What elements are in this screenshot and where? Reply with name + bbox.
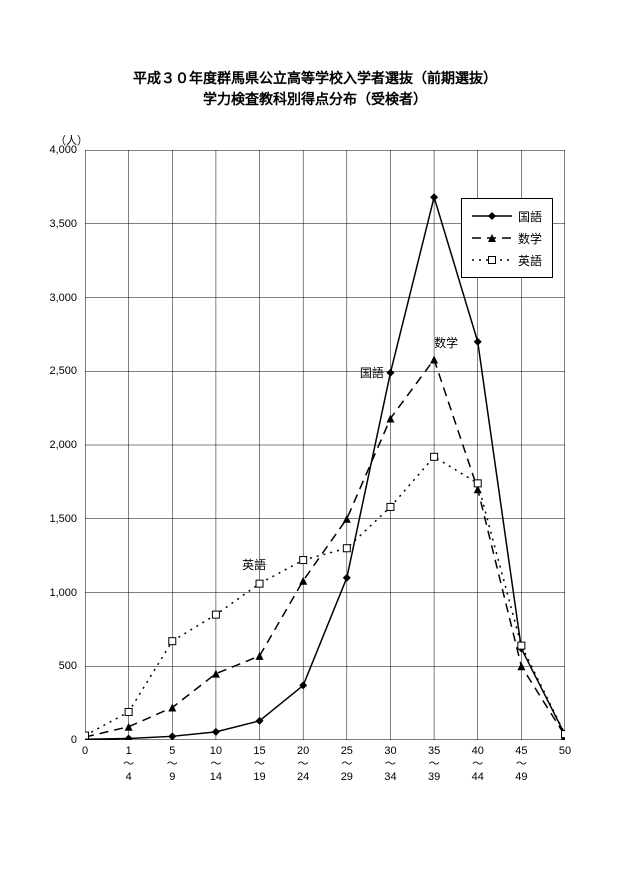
legend: 国語数学英語 (461, 198, 553, 278)
x-tick-label: 0 (70, 745, 100, 758)
chart-area: 国語数学英語 国語数学英語 05001,0001,5002,0002,5003,… (85, 150, 565, 740)
x-tick-label: 10 ～ 14 (201, 745, 231, 785)
series-inline-label: 英語 (242, 556, 266, 573)
legend-label: 数学 (518, 230, 542, 247)
legend-item: 英語 (472, 249, 542, 271)
legend-item: 国語 (472, 205, 542, 227)
legend-label: 国語 (518, 208, 542, 225)
x-tick-label: 20 ～ 24 (288, 745, 318, 785)
title-line-2: 学力検査教科別得点分布（受検者） (203, 91, 427, 107)
y-tick-label: 1,500 (37, 513, 77, 525)
legend-item: 数学 (472, 227, 542, 249)
x-tick-label: 15 ～ 19 (245, 745, 275, 785)
title-line-1: 平成３０年度群馬県公立高等学校入学者選抜（前期選抜） (133, 70, 497, 86)
y-tick-label: 500 (37, 660, 77, 672)
legend-label: 英語 (518, 252, 542, 269)
page: 平成３０年度群馬県公立高等学校入学者選抜（前期選抜） 学力検査教科別得点分布（受… (0, 0, 630, 892)
x-tick-label: 1 ～ 4 (114, 745, 144, 785)
x-tick-label: 50 (550, 745, 580, 758)
y-tick-label: 1,000 (37, 587, 77, 599)
series-inline-label: 数学 (434, 334, 458, 351)
x-tick-label: 40 ～ 44 (463, 745, 493, 785)
chart-title: 平成３０年度群馬県公立高等学校入学者選抜（前期選抜） 学力検査教科別得点分布（受… (0, 68, 630, 110)
y-tick-label: 3,500 (37, 218, 77, 230)
y-tick-label: 2,000 (37, 439, 77, 451)
x-tick-label: 5 ～ 9 (157, 745, 187, 785)
x-tick-label: 30 ～ 34 (375, 745, 405, 785)
x-tick-label: 25 ～ 29 (332, 745, 362, 785)
y-tick-label: 2,500 (37, 365, 77, 377)
x-tick-label: 35 ～ 39 (419, 745, 449, 785)
series-inline-label: 国語 (360, 364, 384, 381)
x-tick-label: 45 ～ 49 (506, 745, 536, 785)
y-tick-label: 3,000 (37, 292, 77, 304)
y-tick-label: 4,000 (37, 144, 77, 156)
